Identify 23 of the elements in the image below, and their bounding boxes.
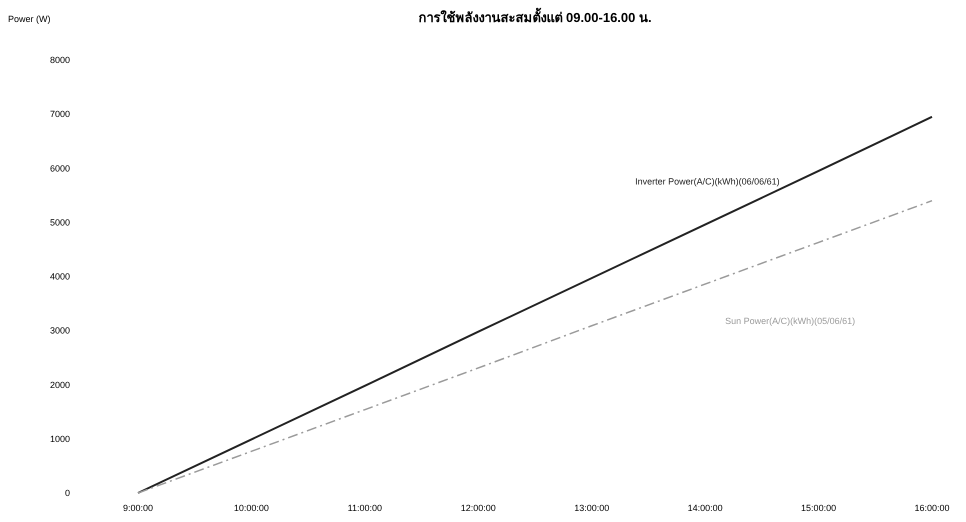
x-tick-label: 16:00:00 [914,503,950,513]
y-tick-label: 5000 [50,217,70,228]
y-tick-label: 7000 [50,109,70,120]
line-series [137,200,933,494]
y-tick-label: 0 [64,488,70,498]
y-tick-label: 3000 [50,326,70,336]
y-tick-label: 4000 [50,272,70,282]
series-label: Inverter Power(A/C)(kWh)(06/06/61) [635,176,780,187]
y-tick-label: 2000 [50,380,70,390]
x-tick-label: 13:00:00 [574,503,610,513]
x-tick-label: 11:00:00 [348,503,382,513]
chart-title: การใช้พลังงานสะสมตั้งแต่ 09.00-16.00 น. [418,7,652,25]
line-series [137,116,933,494]
y-tick-label: 1000 [50,434,70,444]
x-tick-label: 14:00:00 [688,503,723,513]
y-axis-title: Power (W) [8,14,50,24]
x-tick-label: 10:00:00 [234,503,269,513]
x-tick-label: 9:00:00 [122,503,154,513]
y-tick-label: 6000 [50,163,70,174]
x-tick-label: 12:00:00 [460,503,496,513]
x-tick-label: 15:00:00 [801,503,836,513]
text: Sun Power(A/C)(kWh)(05/06/61) [725,316,856,326]
y-tick-label: 8000 [50,55,70,65]
